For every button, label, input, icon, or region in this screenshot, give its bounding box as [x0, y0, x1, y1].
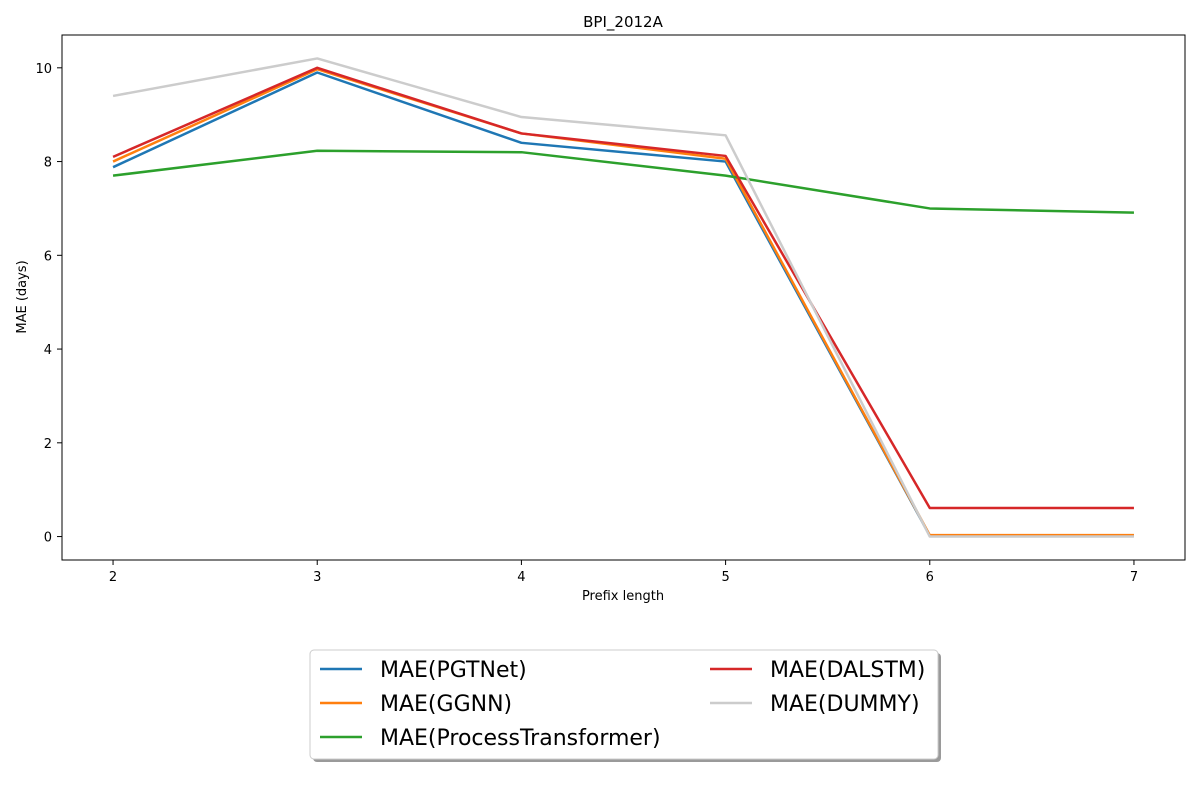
legend-box — [309, 649, 939, 760]
legend-label: MAE(DALSTM) — [770, 658, 925, 683]
x-tick-label: 2 — [109, 570, 117, 585]
series-line-0 — [112, 71, 1134, 537]
series-line-2 — [112, 149, 1134, 214]
x-axis-title: Prefix length — [582, 589, 664, 604]
series-line-4 — [112, 57, 1134, 538]
legend-items: MAE(PGTNet) MAE(GGNN) MAE(ProcessTransform… — [320, 658, 925, 751]
series-line-1 — [112, 67, 1134, 537]
y-tick-label: 2 — [44, 437, 52, 452]
y-tick-label: 6 — [44, 249, 52, 264]
y-tick-label: 4 — [44, 343, 52, 358]
y-tick-label: 8 — [44, 156, 52, 171]
legend-label: MAE(ProcessTransformer) — [380, 726, 661, 751]
plot-area-frame — [61, 34, 1186, 561]
y-axis-title: MAE (days) — [15, 260, 30, 333]
x-axis-ticks: 2 3 4 5 6 7 — [109, 560, 1138, 585]
legend: MAE(PGTNet) MAE(GGNN) MAE(ProcessTransform… — [309, 649, 941, 762]
x-tick-label: 4 — [517, 570, 525, 585]
series-line-3 — [112, 66, 1134, 510]
legend-label: MAE(DUMMY) — [770, 692, 920, 717]
x-tick-label: 3 — [313, 570, 321, 585]
y-tick-label: 0 — [44, 531, 52, 546]
x-tick-label: 5 — [721, 570, 729, 585]
x-tick-label: 7 — [1130, 570, 1138, 585]
x-tick-label: 6 — [926, 570, 934, 585]
legend-label: MAE(PGTNet) — [380, 658, 527, 683]
chart-title: BPI_2012A — [583, 13, 663, 32]
y-axis-ticks: 0 2 4 6 8 10 — [35, 62, 62, 546]
series-lines — [112, 57, 1134, 538]
legend-label: MAE(GGNN) — [380, 692, 512, 717]
y-tick-label: 10 — [35, 62, 52, 77]
